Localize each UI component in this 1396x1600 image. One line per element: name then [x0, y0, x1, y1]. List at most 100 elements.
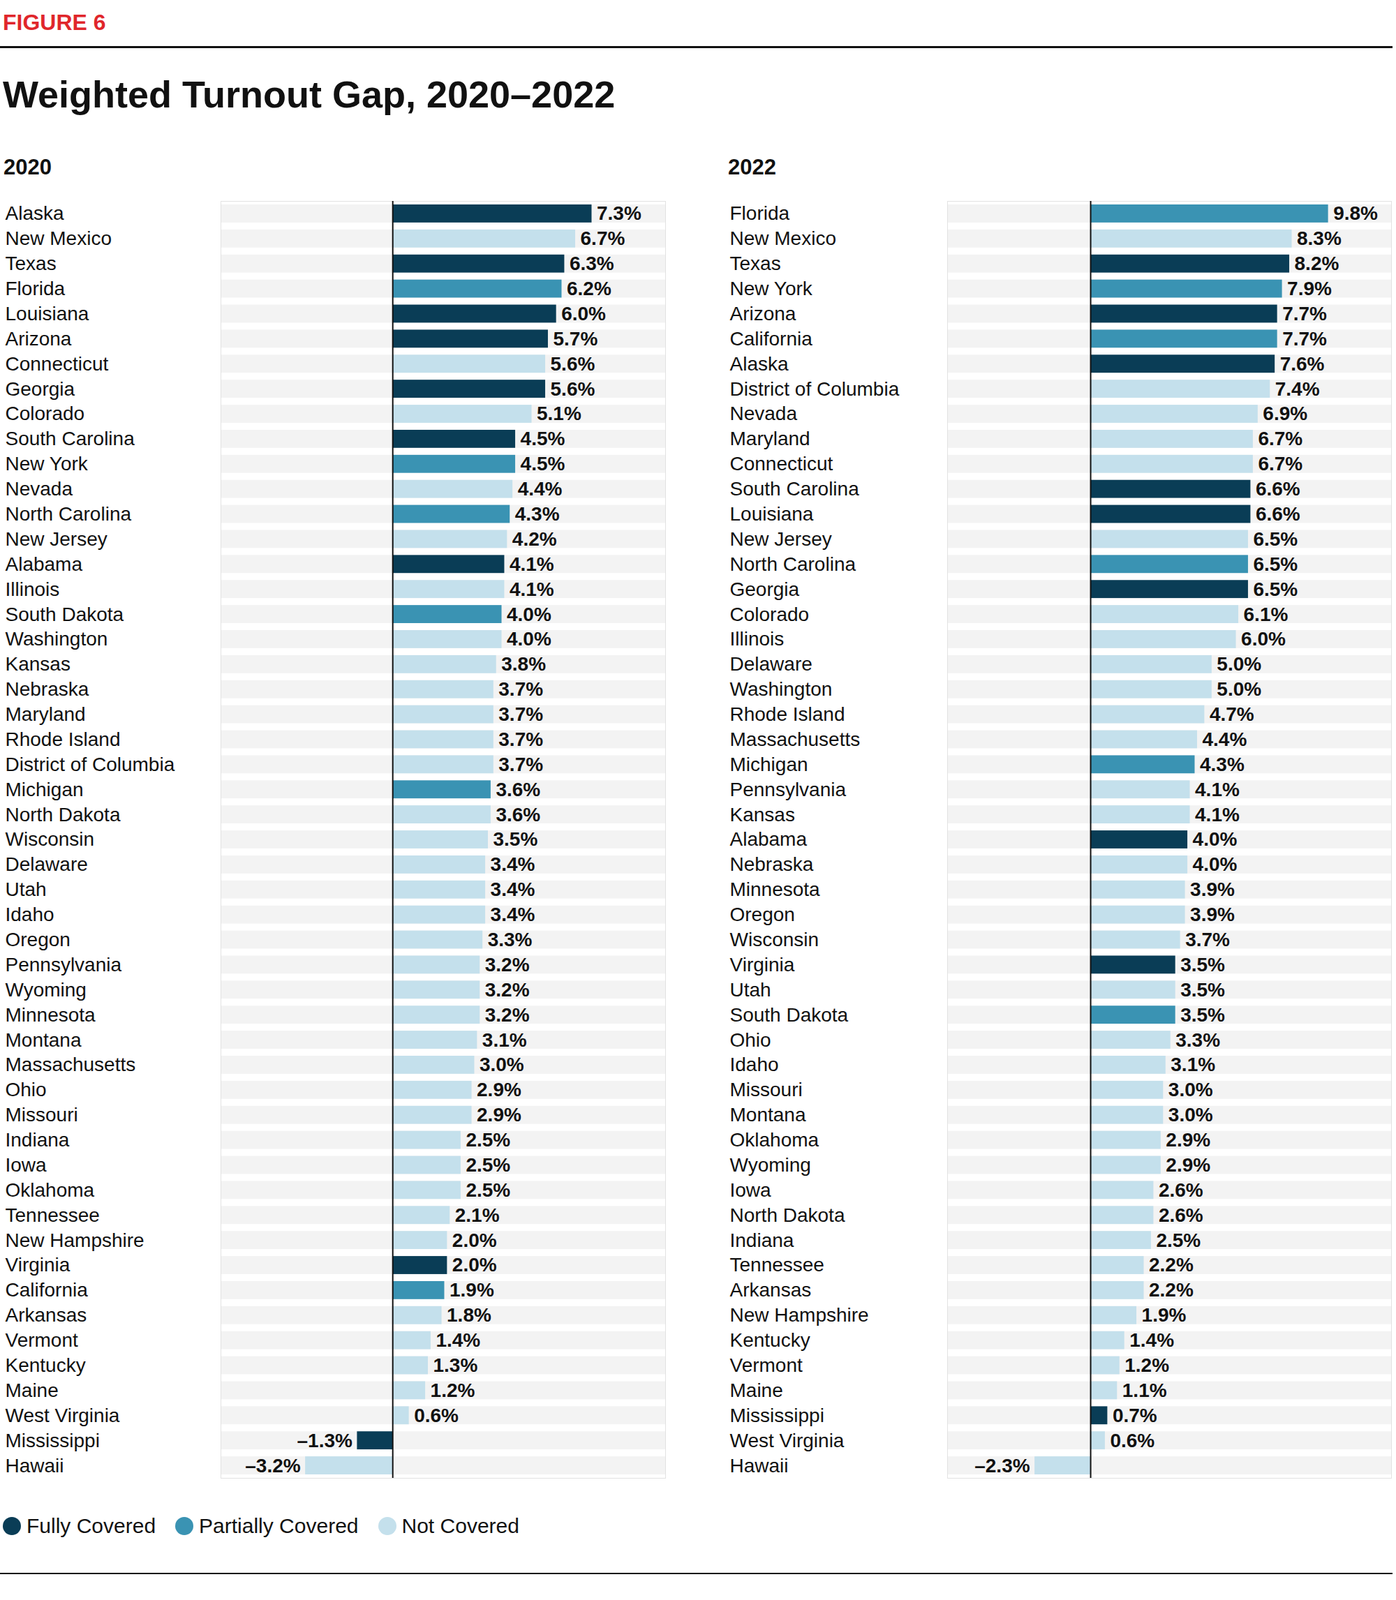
svg-text:California: California — [730, 328, 814, 350]
svg-text:Missouri: Missouri — [730, 1079, 803, 1101]
svg-text:Nevada: Nevada — [5, 478, 74, 500]
svg-text:New Hampshire: New Hampshire — [730, 1304, 870, 1327]
svg-text:Montana: Montana — [730, 1104, 807, 1126]
svg-text:Minnesota: Minnesota — [730, 878, 821, 901]
svg-text:Arizona: Arizona — [730, 302, 797, 325]
svg-text:Colorado: Colorado — [730, 603, 810, 626]
svg-text:2.5%: 2.5% — [465, 1179, 511, 1202]
svg-text:6.2%: 6.2% — [566, 277, 612, 300]
svg-text:Missouri: Missouri — [5, 1104, 79, 1126]
svg-text:Kansas: Kansas — [730, 804, 796, 826]
svg-text:Illinois: Illinois — [5, 578, 61, 601]
svg-text:3.1%: 3.1% — [1170, 1053, 1216, 1076]
svg-text:Pennsylvania: Pennsylvania — [5, 954, 123, 976]
svg-text:Rhode Island: Rhode Island — [730, 703, 846, 726]
svg-text:1.9%: 1.9% — [1141, 1304, 1187, 1327]
svg-text:New Jersey: New Jersey — [5, 528, 108, 551]
svg-text:4.0%: 4.0% — [1192, 853, 1238, 876]
svg-text:4.0%: 4.0% — [506, 628, 552, 650]
svg-text:2.5%: 2.5% — [465, 1154, 511, 1177]
svg-text:Mississippi: Mississippi — [730, 1405, 825, 1427]
svg-text:New York: New York — [5, 453, 89, 475]
svg-text:4.3%: 4.3% — [1199, 753, 1245, 776]
svg-text:6.5%: 6.5% — [1252, 578, 1298, 601]
svg-text:Vermont: Vermont — [5, 1329, 79, 1352]
svg-text:Indiana: Indiana — [730, 1229, 795, 1252]
svg-text:3.4%: 3.4% — [490, 878, 536, 901]
svg-text:–1.3%: –1.3% — [296, 1430, 352, 1452]
svg-text:4.0%: 4.0% — [506, 603, 552, 626]
svg-text:2.6%: 2.6% — [1158, 1204, 1204, 1227]
svg-text:4.4%: 4.4% — [1201, 728, 1247, 751]
svg-text:6.7%: 6.7% — [1257, 427, 1303, 450]
svg-text:4.1%: 4.1% — [1194, 778, 1240, 801]
svg-text:4.3%: 4.3% — [515, 503, 560, 525]
svg-text:7.6%: 7.6% — [1280, 353, 1325, 375]
svg-text:Alaska: Alaska — [5, 202, 65, 225]
svg-text:2.9%: 2.9% — [1165, 1129, 1211, 1152]
svg-text:Georgia: Georgia — [730, 578, 800, 601]
svg-text:4.2%: 4.2% — [512, 528, 558, 551]
svg-text:2.1%: 2.1% — [455, 1204, 500, 1227]
svg-text:Utah: Utah — [5, 878, 47, 901]
svg-text:1.1%: 1.1% — [1122, 1379, 1168, 1402]
svg-text:1.2%: 1.2% — [1124, 1354, 1170, 1377]
svg-text:3.7%: 3.7% — [498, 753, 544, 776]
svg-text:Washington: Washington — [730, 678, 833, 701]
svg-text:3.3%: 3.3% — [1175, 1029, 1221, 1052]
svg-text:Connecticut: Connecticut — [730, 453, 834, 475]
svg-text:3.5%: 3.5% — [1180, 954, 1225, 976]
svg-text:5.1%: 5.1% — [536, 402, 582, 425]
svg-text:Virginia: Virginia — [730, 954, 796, 976]
svg-text:Nevada: Nevada — [730, 402, 798, 425]
svg-text:4.1%: 4.1% — [1194, 804, 1240, 826]
svg-text:District of Columbia: District of Columbia — [730, 378, 900, 400]
svg-text:5.0%: 5.0% — [1216, 653, 1262, 675]
svg-text:–2.3%: –2.3% — [974, 1455, 1030, 1477]
svg-text:Idaho: Idaho — [730, 1053, 779, 1076]
svg-text:1.4%: 1.4% — [435, 1329, 481, 1352]
svg-text:Utah: Utah — [730, 979, 772, 1001]
svg-text:New Hampshire: New Hampshire — [5, 1229, 145, 1252]
svg-text:6.3%: 6.3% — [569, 252, 615, 275]
svg-text:Iowa: Iowa — [5, 1154, 48, 1177]
svg-text:Maryland: Maryland — [730, 427, 811, 450]
svg-text:2.9%: 2.9% — [1165, 1154, 1211, 1177]
svg-text:8.3%: 8.3% — [1296, 227, 1342, 250]
svg-text:3.7%: 3.7% — [498, 728, 544, 751]
svg-text:Tennessee: Tennessee — [5, 1204, 100, 1227]
svg-text:Arkansas: Arkansas — [5, 1304, 88, 1327]
svg-text:Minnesota: Minnesota — [5, 1004, 97, 1027]
svg-text:3.2%: 3.2% — [485, 954, 530, 976]
svg-text:Tennessee: Tennessee — [730, 1254, 825, 1276]
svg-text:2.0%: 2.0% — [452, 1229, 497, 1252]
svg-text:7.7%: 7.7% — [1282, 328, 1327, 350]
svg-text:South Carolina: South Carolina — [730, 478, 860, 500]
svg-text:Rhode Island: Rhode Island — [5, 728, 121, 751]
svg-text:2.9%: 2.9% — [476, 1104, 522, 1126]
svg-text:4.0%: 4.0% — [1192, 828, 1238, 851]
svg-text:Louisiana: Louisiana — [730, 503, 814, 525]
svg-text:4.1%: 4.1% — [509, 553, 555, 576]
svg-text:6.5%: 6.5% — [1252, 553, 1298, 576]
svg-text:3.9%: 3.9% — [1190, 878, 1235, 901]
svg-text:4.1%: 4.1% — [509, 578, 555, 601]
svg-text:3.1%: 3.1% — [482, 1029, 527, 1052]
svg-text:Texas: Texas — [5, 252, 57, 275]
svg-text:Wisconsin: Wisconsin — [5, 828, 95, 851]
svg-text:Wisconsin: Wisconsin — [730, 929, 820, 951]
svg-text:4.4%: 4.4% — [517, 478, 563, 500]
svg-text:6.0%: 6.0% — [561, 302, 606, 325]
svg-text:2.9%: 2.9% — [476, 1079, 522, 1101]
svg-text:5.0%: 5.0% — [1216, 678, 1262, 701]
svg-text:North Dakota: North Dakota — [730, 1204, 846, 1227]
svg-text:Montana: Montana — [5, 1029, 82, 1052]
svg-text:Mississippi: Mississippi — [5, 1430, 100, 1452]
svg-text:2.2%: 2.2% — [1148, 1254, 1194, 1276]
svg-text:Nebraska: Nebraska — [5, 678, 90, 701]
svg-text:Maryland: Maryland — [5, 703, 86, 726]
svg-text:3.2%: 3.2% — [485, 979, 530, 1001]
svg-text:Arkansas: Arkansas — [730, 1279, 812, 1302]
svg-text:2.5%: 2.5% — [465, 1129, 511, 1152]
svg-text:3.7%: 3.7% — [1185, 929, 1230, 951]
